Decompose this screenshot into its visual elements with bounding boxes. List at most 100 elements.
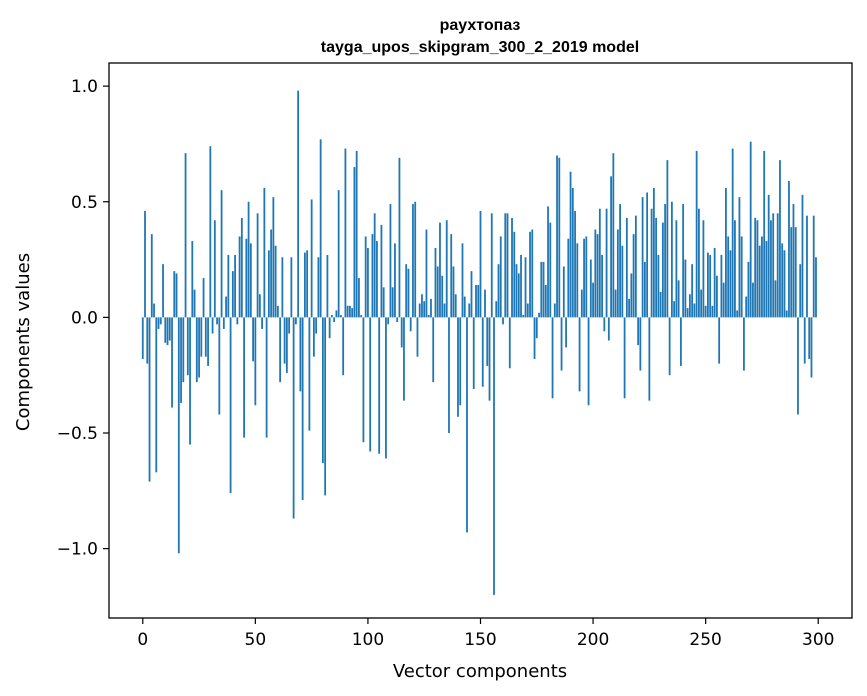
x-axis-label: Vector components: [393, 661, 567, 682]
bar: [477, 285, 480, 318]
bar: [776, 213, 779, 318]
bar: [276, 305, 279, 318]
bar: [704, 305, 707, 318]
bar: [549, 222, 552, 318]
bar: [571, 187, 574, 318]
bar: [220, 190, 223, 318]
bar: [398, 157, 401, 318]
y-tick-label: −0.5: [57, 424, 98, 444]
bar: [702, 220, 705, 318]
bar: [418, 303, 421, 318]
bar: [504, 213, 507, 318]
bar: [803, 317, 806, 364]
bar: [360, 315, 363, 318]
bar: [607, 317, 610, 341]
bar: [385, 317, 387, 459]
bar: [425, 229, 428, 318]
bar: [155, 317, 158, 473]
bar: [576, 243, 579, 318]
bar: [283, 317, 286, 364]
bar: [720, 254, 723, 318]
bar: [625, 217, 628, 318]
bar: [659, 291, 662, 318]
bar: [265, 317, 268, 438]
bar: [457, 317, 459, 417]
bar: [790, 227, 793, 318]
bar: [209, 146, 212, 318]
bar: [387, 317, 390, 325]
bar: [529, 231, 531, 318]
axes-frame: [108, 62, 853, 619]
bar: [686, 308, 689, 318]
bar: [673, 301, 676, 318]
bar: [238, 236, 241, 318]
bar: [533, 317, 536, 359]
bar: [441, 275, 444, 318]
bar: [810, 317, 813, 378]
bar: [565, 317, 567, 348]
bar: [193, 289, 196, 318]
bar: [691, 264, 694, 318]
bar: [731, 148, 734, 318]
bar: [785, 310, 788, 318]
bar: [423, 301, 426, 318]
bar: [713, 248, 716, 318]
x-tick-label: 250: [689, 630, 721, 650]
bar: [144, 211, 146, 318]
bar: [349, 305, 351, 318]
bar: [661, 222, 664, 318]
bar: [308, 317, 311, 431]
y-axis-label: Components values: [13, 253, 34, 431]
bar: [734, 220, 736, 318]
bar: [461, 243, 464, 318]
bar: [299, 317, 302, 392]
bar: [200, 317, 203, 357]
bar: [499, 236, 502, 318]
bar: [756, 220, 759, 318]
bar: [616, 229, 619, 318]
bar: [634, 215, 637, 318]
bar: [171, 317, 173, 408]
bar: [540, 261, 543, 318]
bar: [376, 241, 378, 318]
bar: [249, 243, 252, 318]
bar: [164, 317, 167, 343]
bar: [779, 160, 781, 318]
bar: [698, 208, 700, 318]
bar: [648, 317, 651, 401]
bar: [621, 245, 624, 318]
bar: [538, 312, 540, 318]
bar: [364, 236, 367, 318]
bar: [664, 204, 667, 318]
bar: [445, 220, 448, 318]
bar: [382, 287, 385, 318]
bar: [770, 220, 772, 318]
bar: [637, 317, 640, 346]
bar: [589, 259, 592, 318]
bar: [524, 257, 527, 318]
bar: [677, 280, 680, 318]
bar: [310, 199, 313, 318]
bar: [222, 317, 225, 329]
bar: [317, 257, 320, 318]
bar: [355, 150, 358, 318]
bar: [211, 317, 214, 334]
bar: [553, 303, 556, 318]
bar: [497, 264, 500, 318]
bar: [279, 317, 282, 383]
bar: [743, 317, 745, 371]
chart-title-line-1: раухтопаз: [440, 17, 521, 34]
bar: [412, 204, 414, 318]
bar: [162, 264, 164, 318]
bar: [812, 215, 815, 318]
bar: [231, 271, 234, 318]
bar: [587, 317, 590, 406]
bar: [189, 317, 191, 445]
bar: [240, 217, 243, 318]
bar: [182, 317, 185, 383]
bar: [515, 264, 518, 318]
bar: [598, 208, 601, 318]
bars: [141, 90, 817, 595]
bar: [303, 252, 306, 318]
bar: [797, 317, 799, 415]
